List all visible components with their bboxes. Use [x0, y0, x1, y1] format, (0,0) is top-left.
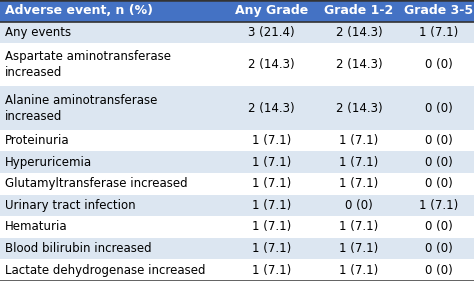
Text: 0 (0): 0 (0): [425, 134, 452, 147]
Text: 1 (7.1): 1 (7.1): [339, 134, 379, 147]
Text: 1 (7.1): 1 (7.1): [419, 199, 458, 212]
Bar: [0, 22, 474, 43]
Bar: [0, 43, 474, 87]
Text: 0 (0): 0 (0): [425, 156, 452, 169]
Text: 0 (0): 0 (0): [425, 177, 452, 190]
Text: Lactate dehydrogenase increased: Lactate dehydrogenase increased: [5, 264, 205, 277]
Bar: [0, 173, 474, 194]
Text: 1 (7.1): 1 (7.1): [252, 242, 291, 255]
Bar: [0, 151, 474, 173]
Text: 1 (7.1): 1 (7.1): [252, 221, 291, 234]
Text: 1 (7.1): 1 (7.1): [339, 242, 379, 255]
Text: Aspartate aminotransferase
increased: Aspartate aminotransferase increased: [5, 50, 171, 79]
Text: Alanine aminotransferase
increased: Alanine aminotransferase increased: [5, 94, 157, 123]
Text: Hematuria: Hematuria: [5, 221, 67, 234]
Text: 0 (0): 0 (0): [425, 101, 452, 115]
Text: 2 (14.3): 2 (14.3): [336, 26, 383, 39]
Bar: [0, 87, 474, 130]
Bar: [0, 238, 474, 259]
Text: Blood bilirubin increased: Blood bilirubin increased: [5, 242, 151, 255]
Bar: [0, 259, 474, 281]
Bar: [0, 130, 474, 151]
Text: Glutamyltransferase increased: Glutamyltransferase increased: [5, 177, 187, 190]
Text: Urinary tract infection: Urinary tract infection: [5, 199, 136, 212]
Text: Grade 1-2: Grade 1-2: [324, 4, 394, 17]
Text: 0 (0): 0 (0): [425, 242, 452, 255]
Bar: [0, 194, 474, 216]
Text: Any Grade: Any Grade: [235, 4, 308, 17]
Text: Proteinuria: Proteinuria: [5, 134, 69, 147]
Text: 1 (7.1): 1 (7.1): [339, 221, 379, 234]
Text: 0 (0): 0 (0): [345, 199, 373, 212]
Text: 3 (21.4): 3 (21.4): [248, 26, 295, 39]
Text: 1 (7.1): 1 (7.1): [252, 177, 291, 190]
Text: 1 (7.1): 1 (7.1): [252, 264, 291, 277]
Text: 0 (0): 0 (0): [425, 58, 452, 71]
Text: 1 (7.1): 1 (7.1): [339, 177, 379, 190]
Text: 2 (14.3): 2 (14.3): [248, 101, 295, 115]
Text: 1 (7.1): 1 (7.1): [339, 264, 379, 277]
Bar: [0, 0, 474, 22]
Text: 2 (14.3): 2 (14.3): [248, 58, 295, 71]
Text: 2 (14.3): 2 (14.3): [336, 101, 383, 115]
Text: Adverse event, n (%): Adverse event, n (%): [5, 4, 153, 17]
Text: Grade 3-5: Grade 3-5: [404, 4, 473, 17]
Bar: [0, 216, 474, 238]
Text: 2 (14.3): 2 (14.3): [336, 58, 383, 71]
Text: Any events: Any events: [5, 26, 71, 39]
Text: Hyperuricemia: Hyperuricemia: [5, 156, 92, 169]
Text: 1 (7.1): 1 (7.1): [419, 26, 458, 39]
Text: 1 (7.1): 1 (7.1): [252, 134, 291, 147]
Text: 0 (0): 0 (0): [425, 264, 452, 277]
Text: 0 (0): 0 (0): [425, 221, 452, 234]
Text: 1 (7.1): 1 (7.1): [252, 156, 291, 169]
Text: 1 (7.1): 1 (7.1): [339, 156, 379, 169]
Text: 1 (7.1): 1 (7.1): [252, 199, 291, 212]
